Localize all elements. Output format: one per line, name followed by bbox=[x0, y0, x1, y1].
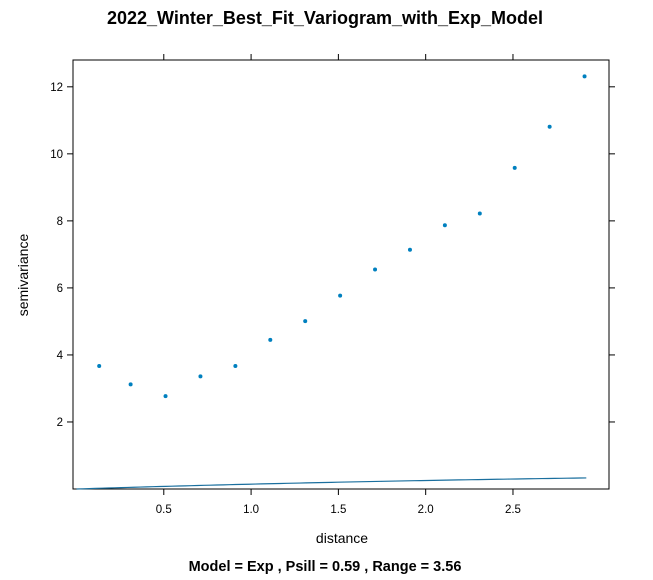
chart-title: 2022_Winter_Best_Fit_Variogram_with_Exp_… bbox=[107, 8, 543, 28]
points-layer bbox=[97, 74, 587, 399]
x-tick-label: 2.5 bbox=[505, 504, 521, 516]
x-tick-label: 1.0 bbox=[243, 504, 259, 516]
y-axis-label: semivariance bbox=[15, 234, 31, 317]
plot-frame bbox=[72, 59, 610, 490]
data-point bbox=[163, 394, 168, 399]
y-tick-label: 2 bbox=[57, 417, 63, 429]
x-tick-label: 2.0 bbox=[418, 504, 434, 516]
data-point bbox=[547, 124, 552, 129]
model-curve bbox=[76, 477, 587, 490]
data-point bbox=[338, 293, 343, 298]
data-point bbox=[582, 74, 587, 79]
model-layer bbox=[76, 477, 587, 490]
x-tick-label: 1.5 bbox=[330, 504, 346, 516]
x-axis-label: distance bbox=[316, 530, 368, 546]
data-point bbox=[233, 363, 238, 368]
data-point bbox=[97, 363, 102, 368]
y-tick-label: 8 bbox=[57, 216, 63, 228]
y-tick-label: 4 bbox=[57, 350, 64, 362]
model-summary: Model = Exp , Psill = 0.59 , Range = 3.5… bbox=[189, 559, 462, 575]
data-point bbox=[303, 319, 308, 324]
data-point bbox=[407, 247, 412, 252]
y-tick-label: 6 bbox=[57, 283, 63, 295]
data-point bbox=[477, 211, 482, 216]
y-tick-label: 12 bbox=[50, 82, 63, 94]
x-tick-label: 0.5 bbox=[156, 504, 172, 516]
data-point bbox=[512, 165, 517, 170]
data-point bbox=[373, 267, 378, 272]
data-point bbox=[442, 223, 447, 228]
x-axis: 0.5 1.0 1.5 2.0 2.5 bbox=[156, 54, 521, 516]
data-point bbox=[128, 382, 133, 387]
y-axis: 2 4 6 8 10 12 bbox=[50, 82, 615, 429]
y-tick-label: 10 bbox=[50, 149, 63, 161]
data-point bbox=[198, 374, 203, 379]
data-point bbox=[268, 337, 273, 342]
